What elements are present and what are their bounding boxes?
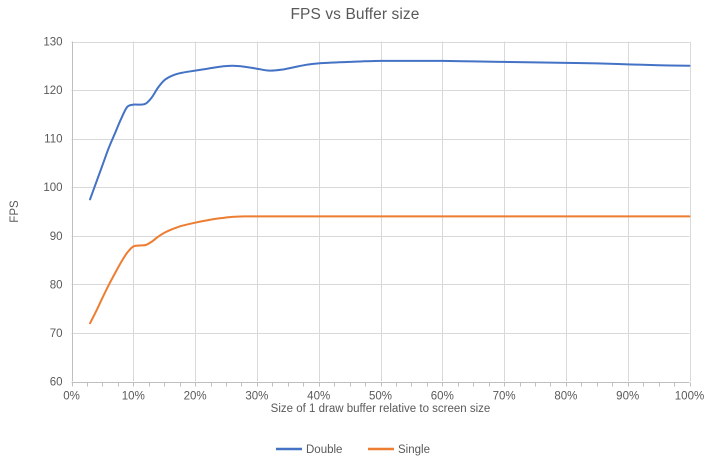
y-axis-tick-label: 70: [50, 328, 63, 340]
y-axis-tick-label: 100: [43, 182, 62, 194]
chart-legend[interactable]: Double Single: [276, 444, 430, 456]
y-axis-tick-label: 90: [50, 231, 63, 243]
x-axis-tick-label: 10%: [122, 391, 145, 403]
legend-label-single[interactable]: Single: [398, 444, 430, 456]
y-axis-tick-label: 110: [44, 134, 62, 146]
x-axis-tick-label: 20%: [184, 391, 207, 403]
x-axis-tick-label: 40%: [307, 391, 330, 403]
x-axis-tick-label: 80%: [554, 391, 577, 403]
series-line-double: [89, 59, 691, 201]
x-axis-tick-label: 0%: [63, 391, 80, 403]
data-series: [89, 59, 691, 325]
series-line-single: [89, 215, 691, 325]
y-axis-tick-label: 80: [50, 279, 63, 291]
x-axis-tick-label: 90%: [616, 391, 639, 403]
chart-title: FPS vs Buffer size: [290, 6, 420, 23]
y-axis-tick-label: 60: [50, 377, 63, 389]
y-axis-tick-label: 130: [43, 37, 62, 49]
x-axis-tick-label: 30%: [245, 391, 268, 403]
y-axis-tick-labels: 60 70 80 90 100 110 120 130: [43, 37, 62, 389]
gridlines: [71, 41, 691, 382]
legend-label-double[interactable]: Double: [306, 444, 342, 456]
x-axis-tick-labels: 0% 10% 20% 30% 40% 50% 60% 70% 80% 90% 100%: [63, 391, 704, 403]
x-axis-tick-label: 100%: [675, 391, 704, 403]
axis-tickmarks: [72, 382, 691, 387]
x-axis-tick-label: 60%: [431, 391, 454, 403]
x-axis-tick-label: 70%: [493, 391, 516, 403]
y-axis-tick-label: 120: [43, 85, 62, 97]
axis-lines: [71, 41, 690, 383]
x-axis-tick-label: 50%: [369, 391, 392, 403]
x-axis-title: Size of 1 draw buffer relative to screen…: [271, 403, 491, 415]
y-axis-title: FPS: [9, 200, 21, 223]
